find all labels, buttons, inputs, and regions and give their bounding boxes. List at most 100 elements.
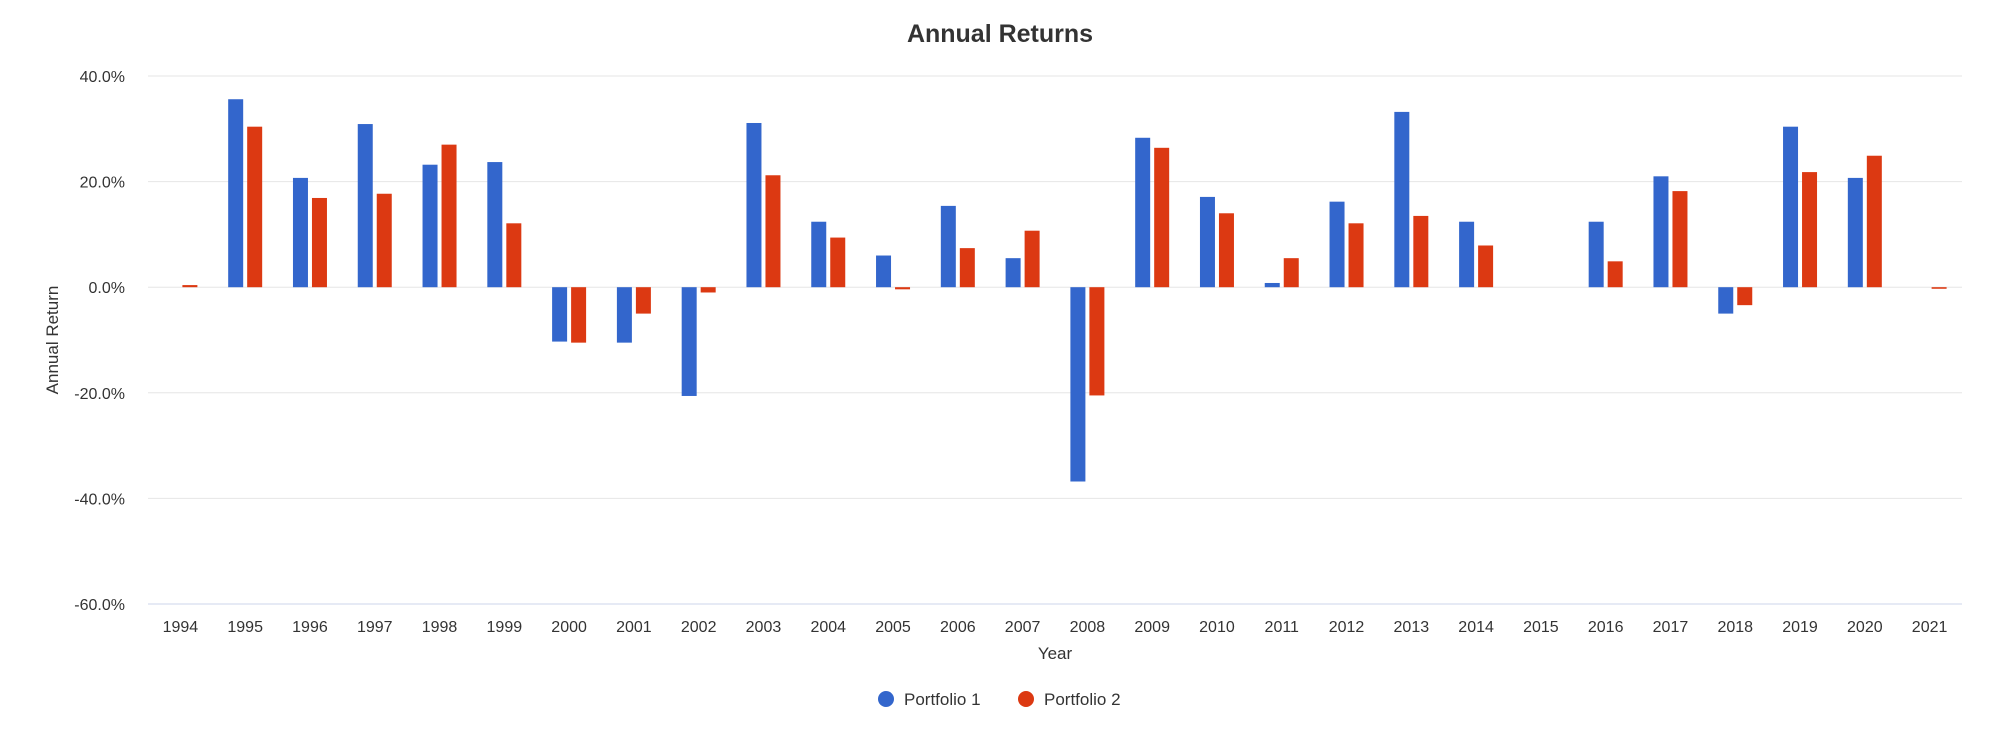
legend-item-portfolio-2[interactable]: Portfolio 2 <box>1018 690 1121 709</box>
x-tick-label: 2015 <box>1523 619 1559 636</box>
x-tick-label: 2000 <box>551 619 587 636</box>
bar-portfolio-1-2007[interactable] <box>1005 258 1021 288</box>
bar-portfolio-2-2012[interactable] <box>1348 223 1364 288</box>
x-tick-label: 2021 <box>1912 619 1948 636</box>
bar-portfolio-2-2005[interactable] <box>895 287 911 290</box>
x-tick-label: 2005 <box>875 619 911 636</box>
bar-portfolio-1-2014[interactable] <box>1459 221 1475 288</box>
y-tick-label: -20.0% <box>74 386 125 403</box>
bar-portfolio-2-1996[interactable] <box>311 197 327 288</box>
bar-portfolio-2-2014[interactable] <box>1478 245 1494 288</box>
bar-portfolio-1-1995[interactable] <box>228 99 244 288</box>
y-tick-label: 20.0% <box>80 175 125 192</box>
x-tick-label: 2001 <box>616 619 652 636</box>
bar-portfolio-2-2009[interactable] <box>1154 147 1170 288</box>
bar-portfolio-2-2001[interactable] <box>635 287 651 314</box>
bar-portfolio-1-2004[interactable] <box>811 221 827 288</box>
bar-portfolio-2-2010[interactable] <box>1218 213 1234 288</box>
x-tick-label: 2008 <box>1070 619 1106 636</box>
bar-portfolio-1-1997[interactable] <box>357 124 373 288</box>
bar-portfolio-2-2016[interactable] <box>1607 261 1623 288</box>
bar-portfolio-2-1998[interactable] <box>441 144 457 288</box>
y-axis-title: Annual Return <box>43 286 62 395</box>
y-tick-label: 0.0% <box>89 280 125 297</box>
x-tick-label: 2004 <box>810 619 846 636</box>
x-tick-label: 1997 <box>357 619 393 636</box>
bar-portfolio-2-1995[interactable] <box>247 126 263 288</box>
bar-portfolio-1-2011[interactable] <box>1264 282 1280 288</box>
y-tick-label: -40.0% <box>74 491 125 508</box>
bar-portfolio-1-2019[interactable] <box>1783 126 1799 288</box>
legend-marker <box>1018 691 1034 707</box>
y-tick-label: -60.0% <box>74 597 125 614</box>
bar-portfolio-1-2017[interactable] <box>1653 176 1669 288</box>
x-tick-label: 2010 <box>1199 619 1235 636</box>
bar-portfolio-2-2011[interactable] <box>1283 258 1299 288</box>
bar-portfolio-1-1998[interactable] <box>422 164 438 288</box>
x-tick-label: 1995 <box>227 619 263 636</box>
x-tick-label: 2002 <box>681 619 717 636</box>
bar-portfolio-2-2004[interactable] <box>830 237 846 288</box>
bar-portfolio-1-2018[interactable] <box>1718 287 1734 314</box>
x-tick-label: 1998 <box>422 619 458 636</box>
y-tick-label: 40.0% <box>80 69 125 86</box>
bar-portfolio-2-2002[interactable] <box>700 287 716 293</box>
legend-marker <box>878 691 894 707</box>
x-tick-label: 2014 <box>1458 619 1494 636</box>
x-tick-label: 1994 <box>163 619 199 636</box>
bar-portfolio-2-2006[interactable] <box>959 248 975 288</box>
bar-portfolio-2-2019[interactable] <box>1802 172 1818 288</box>
x-tick-label: 2007 <box>1005 619 1041 636</box>
x-tick-label: 2012 <box>1329 619 1365 636</box>
bar-portfolio-2-2021[interactable] <box>1931 287 1947 289</box>
x-tick-label: 2016 <box>1588 619 1624 636</box>
bar-portfolio-2-2003[interactable] <box>765 175 781 288</box>
x-tick-label: 2018 <box>1717 619 1753 636</box>
bar-portfolio-2-2013[interactable] <box>1413 215 1429 288</box>
x-tick-label: 2009 <box>1134 619 1170 636</box>
legend-label: Portfolio 2 <box>1044 690 1121 709</box>
bar-portfolio-2-2008[interactable] <box>1089 287 1105 396</box>
bar-portfolio-2-1999[interactable] <box>506 223 522 288</box>
legend-item-portfolio-1[interactable]: Portfolio 1 <box>878 690 981 709</box>
bar-portfolio-2-2020[interactable] <box>1866 155 1882 288</box>
x-tick-label: 2013 <box>1394 619 1430 636</box>
chart-title: Annual Returns <box>907 20 1093 48</box>
x-axis-ticks: 1994 1995 1996 1997 1998 1999 2000 2001 2002 2003… <box>163 619 1948 636</box>
bar-portfolio-1-2001[interactable] <box>616 287 632 343</box>
bar-portfolio-2-2007[interactable] <box>1024 230 1040 288</box>
x-tick-label: 2020 <box>1847 619 1883 636</box>
x-tick-label: 1996 <box>292 619 328 636</box>
bar-portfolio-1-1999[interactable] <box>487 162 503 288</box>
bar-portfolio-1-2003[interactable] <box>746 122 762 288</box>
bar-portfolio-1-2020[interactable] <box>1847 177 1863 288</box>
x-tick-label: 2019 <box>1782 619 1818 636</box>
bar-portfolio-1-2002[interactable] <box>681 287 697 396</box>
bar-portfolio-1-2008[interactable] <box>1070 287 1086 482</box>
x-tick-label: 2006 <box>940 619 976 636</box>
bar-portfolio-1-1996[interactable] <box>292 177 308 288</box>
x-tick-label: 2017 <box>1653 619 1689 636</box>
x-axis-title: Year <box>1038 644 1073 663</box>
bar-portfolio-1-2009[interactable] <box>1135 137 1151 288</box>
bar-portfolio-1-2006[interactable] <box>940 205 956 288</box>
bar-portfolio-2-2000[interactable] <box>571 287 587 343</box>
y-axis-ticks: 40.0% 20.0% 0.0% -20.0% -40.0% -60.0% <box>74 69 125 614</box>
bar-portfolio-1-2016[interactable] <box>1588 221 1604 288</box>
bar-portfolio-1-2013[interactable] <box>1394 111 1410 288</box>
bar-portfolio-2-2018[interactable] <box>1737 287 1753 306</box>
bar-portfolio-2-1994[interactable] <box>182 285 198 288</box>
bar-portfolio-1-2000[interactable] <box>552 287 568 342</box>
bar-portfolio-1-2010[interactable] <box>1199 196 1215 288</box>
gridlines <box>148 75 1962 605</box>
legend-label: Portfolio 1 <box>904 690 981 709</box>
x-tick-label: 2011 <box>1265 619 1300 636</box>
legend: Portfolio 1 Portfolio 2 <box>878 690 1121 709</box>
bar-portfolio-1-2012[interactable] <box>1329 201 1345 288</box>
x-tick-label: 1999 <box>487 619 523 636</box>
bar-portfolio-2-2017[interactable] <box>1672 191 1688 288</box>
bar-portfolio-1-2005[interactable] <box>876 255 892 288</box>
bar-portfolio-2-1997[interactable] <box>376 193 392 288</box>
